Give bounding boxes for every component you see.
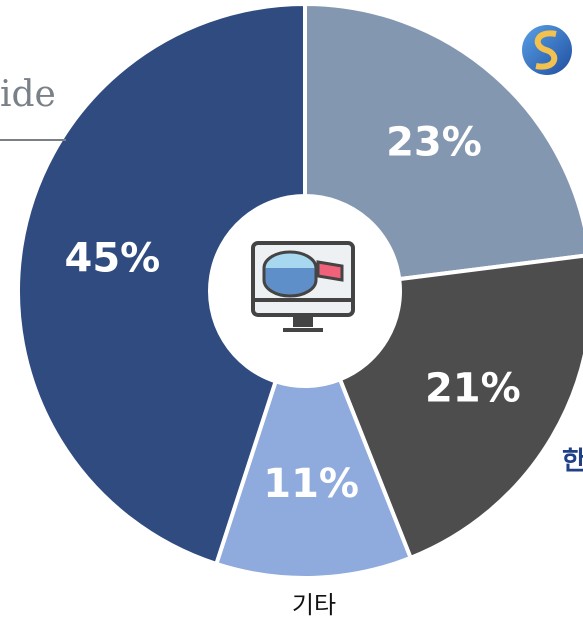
background-text: ide <box>0 74 56 115</box>
donut-segment <box>337 253 583 561</box>
donut-segment <box>213 376 414 580</box>
category-label: 기타 <box>292 591 336 619</box>
value-label: 45% <box>65 235 161 281</box>
donut-segment <box>16 1 307 567</box>
center-icon <box>251 241 355 332</box>
donut-segment <box>303 1 583 282</box>
value-label: 23% <box>386 120 482 166</box>
background-text: 한 <box>562 447 583 477</box>
logo <box>522 25 572 75</box>
value-label: 11% <box>263 461 359 507</box>
value-label: 21% <box>425 365 521 411</box>
